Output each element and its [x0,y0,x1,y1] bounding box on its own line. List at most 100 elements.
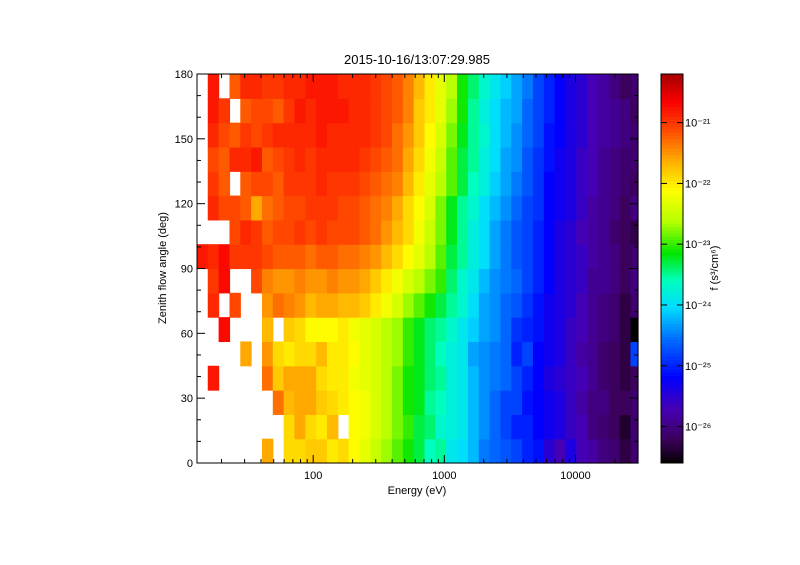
heatmap-cell [457,171,469,197]
heatmap-cell [457,365,469,391]
heatmap-cell [587,195,599,221]
heatmap-cell [511,146,523,172]
heatmap-cell [532,98,545,124]
heatmap-cell [500,390,512,415]
colorbar-strip [661,284,683,289]
heatmap-cell [500,122,512,148]
colorbar-strip [661,372,683,376]
colorbar-strip [661,420,683,425]
heatmap-cell [359,268,371,294]
heatmap-cell [316,171,328,197]
colorbar-strip [661,83,683,88]
heatmap-cell [446,292,458,318]
heatmap-cell [598,390,610,415]
colorbar-strip [661,90,683,94]
colorbar-strip [661,443,683,448]
heatmap-cell [359,438,371,464]
heatmap-cell [337,390,350,415]
heatmap-cell [511,341,523,367]
heatmap-cell [229,292,241,318]
colorbar-strip [661,151,683,156]
heatmap-cell [381,98,393,124]
colorbar-strip [661,197,683,201]
y-tick-label: 30 [181,393,193,405]
colorbar-strip [661,456,683,461]
heatmap-cell [381,292,393,318]
heatmap-cell [413,292,426,318]
heatmap-cell [272,74,285,99]
heatmap-cell [316,341,328,367]
heatmap-cell [489,98,502,124]
heatmap-cell [467,341,480,367]
heatmap-cell [543,414,556,440]
heatmap-cell [500,171,512,197]
heatmap-cell [261,317,274,343]
heatmap-cell [500,219,512,245]
colorbar-strip [661,177,683,182]
colorbar-strip [661,265,683,269]
colorbar-strip [661,330,683,334]
y-tick-label: 150 [175,134,193,146]
heatmap-cell [370,195,382,221]
heatmap-cell [467,195,480,221]
heatmap-cell [554,122,567,148]
colorbar-strip [661,168,683,172]
heatmap-cell [619,390,632,415]
heatmap-cell [532,414,545,440]
heatmap-cell [478,74,491,99]
heatmap-cell [598,292,610,318]
heatmap-cell [251,74,263,99]
colorbar-strip [661,343,683,347]
heatmap-cell [326,390,339,415]
heatmap-cell [489,438,502,464]
heatmap-cell [229,244,241,270]
colorbar-strip [661,239,683,244]
heatmap-cell [532,171,545,197]
heatmap-cell [565,365,577,391]
colorbar-strip [661,356,683,360]
colorbar-strip [661,190,683,195]
heatmap-cell [457,219,469,245]
heatmap-cell [435,268,447,294]
heatmap-cell [435,74,447,99]
heatmap-cell [348,390,361,415]
heatmap-cell [326,171,339,197]
heatmap-cell [532,268,545,294]
heatmap-cell [337,98,350,124]
heatmap-cell [576,292,588,318]
heatmap-cell [565,98,577,124]
heatmap-cell [251,171,263,197]
heatmap-cell [435,341,447,367]
y-tick-label: 120 [175,199,193,211]
heatmap-cell [370,146,382,172]
heatmap-cell [598,341,610,367]
heatmap-cell [467,317,480,343]
heatmap-cell [457,122,469,148]
colorbar-strip [661,281,683,286]
heatmap-cell [608,317,621,343]
colorbar-strip [661,307,683,312]
heatmap-cell [251,268,263,294]
heatmap-cell [370,390,382,415]
heatmap-cell [587,438,599,464]
heatmap-cell [326,98,339,124]
heatmap-cell [370,98,382,124]
heatmap-cell [424,219,436,245]
heatmap-cell [261,365,274,391]
heatmap-cell [402,195,415,221]
heatmap-cell [522,365,534,391]
heatmap-cell [478,195,491,221]
colorbar-strip [661,262,683,266]
heatmap-cell [511,438,523,464]
heatmap-cell [316,146,328,172]
heatmap-cell [522,317,534,343]
heatmap-cell [489,195,502,221]
heatmap-cell [587,317,599,343]
heatmap-cell [435,414,447,440]
heatmap-cell [543,219,556,245]
heatmap-cell [294,195,306,221]
heatmap-cell [326,268,339,294]
heatmap-cell [424,171,436,197]
heatmap-cell [381,341,393,367]
heatmap-cell [424,268,436,294]
